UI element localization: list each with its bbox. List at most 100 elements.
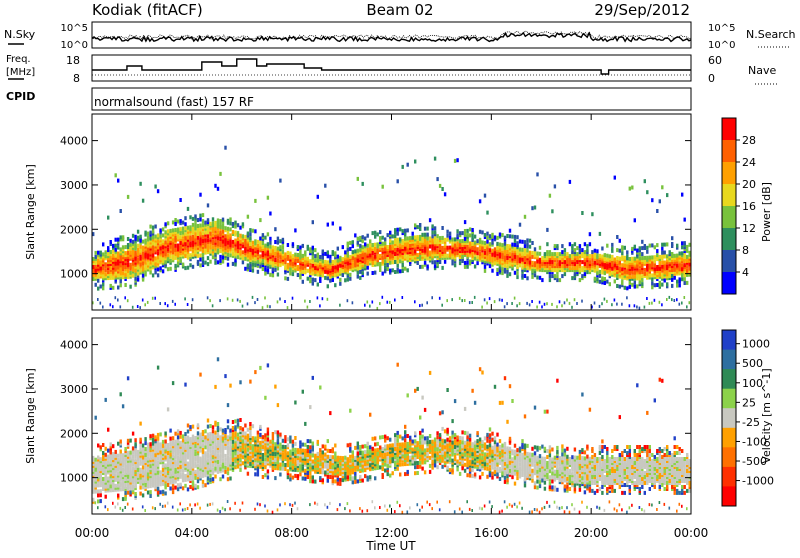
power-cell: [621, 255, 623, 259]
velocity-cell: [212, 477, 214, 481]
power-cell: [327, 284, 329, 288]
power-cell: [322, 297, 324, 300]
power-cell: [661, 185, 663, 189]
power-cell: [247, 302, 249, 305]
power-cell: [347, 242, 349, 246]
power-cell: [314, 258, 316, 262]
power-cell: [566, 268, 568, 272]
power-cell: [329, 279, 331, 283]
power-cell: [284, 276, 286, 280]
power-cell: [312, 256, 314, 260]
power-cell: [424, 261, 426, 265]
velocity-cell: [274, 430, 276, 434]
velocity-cell: [257, 455, 259, 459]
power-cell: [120, 263, 122, 267]
power-cell: [392, 260, 394, 264]
velocity-cell: [252, 424, 254, 428]
velocity-cell: [249, 426, 251, 430]
power-cell: [257, 260, 259, 264]
power-cell: [651, 277, 653, 281]
station-title: Kodiak (fitACF): [92, 1, 203, 19]
power-cell: [129, 285, 131, 289]
velocity-cell: [142, 477, 144, 481]
power-cell: [199, 214, 201, 218]
power-cell: [676, 280, 678, 284]
power-cell: [144, 261, 146, 265]
power-cell: [287, 255, 289, 259]
power-cell: [184, 222, 186, 226]
velocity-cell: [147, 491, 149, 495]
power-cell: [339, 304, 341, 307]
power-cell: [564, 272, 566, 276]
power-cell: [267, 242, 269, 246]
velocity-cell: [134, 492, 136, 496]
velocity-cell: [169, 453, 171, 457]
power-cell: [179, 198, 181, 202]
power-cell: [364, 242, 366, 246]
power-cell: [174, 244, 176, 248]
power-cell: [299, 273, 301, 277]
velocity-cell: [212, 425, 214, 429]
velocity-cell: [249, 462, 251, 466]
power-cell: [446, 299, 448, 302]
power-cell: [414, 235, 416, 239]
velocity-cell: [214, 435, 216, 439]
velocity-cell: [234, 431, 236, 435]
power-cell: [581, 211, 583, 215]
power-cell: [167, 253, 169, 257]
power-cell: [349, 255, 351, 259]
velocity-cell: [184, 508, 186, 511]
power-cell: [646, 256, 648, 260]
power-cell: [486, 236, 488, 240]
power-cell: [581, 266, 583, 270]
power-cell: [267, 305, 269, 308]
velocity-cell: [137, 462, 139, 466]
velocity-cell: [97, 456, 99, 460]
power-cell: [606, 244, 608, 248]
velocity-cell: [229, 429, 231, 433]
power-cell: [369, 253, 371, 257]
power-cell: [357, 177, 359, 181]
power-cell: [529, 245, 531, 249]
power-cell: [621, 251, 623, 255]
power-cell: [531, 206, 533, 210]
power-cell: [651, 281, 653, 285]
power-cell: [431, 230, 433, 234]
velocity-cell: [259, 465, 261, 469]
noise-left-tick-high: 10^5: [61, 23, 88, 34]
power-cell: [142, 240, 144, 244]
power-cell: [309, 259, 311, 263]
power-cell: [264, 244, 266, 248]
power-cell: [174, 248, 176, 252]
power-cell: [139, 182, 141, 186]
power-cell: [581, 260, 583, 264]
velocity-cell: [254, 462, 256, 466]
power-cell: [102, 282, 104, 286]
power-cell: [431, 260, 433, 264]
power-cell: [651, 302, 653, 305]
velocity-cell: [239, 380, 241, 384]
velocity-cell: [172, 436, 174, 440]
velocity-cell: [252, 436, 254, 440]
power-cell: [272, 267, 274, 271]
velocity-cell: [127, 451, 129, 455]
power-cell: [456, 229, 458, 233]
velocity-cell: [219, 510, 221, 513]
power-cell: [284, 264, 286, 268]
power-cell: [669, 250, 671, 254]
power-cell: [277, 241, 279, 245]
power-cell: [117, 299, 119, 302]
power-cell: [674, 299, 676, 302]
power-cell: [659, 301, 661, 304]
velocity-cell: [289, 436, 291, 440]
power-cell: [524, 274, 526, 278]
velocity-cell: [177, 483, 179, 487]
power-cell: [324, 276, 326, 280]
power-cell: [329, 259, 331, 263]
power-cell: [329, 255, 331, 259]
velocity-cell: [257, 449, 259, 453]
velocity-cell: [112, 444, 114, 448]
power-cell: [382, 256, 384, 260]
power-cell: [539, 246, 541, 250]
power-cell: [339, 268, 341, 272]
